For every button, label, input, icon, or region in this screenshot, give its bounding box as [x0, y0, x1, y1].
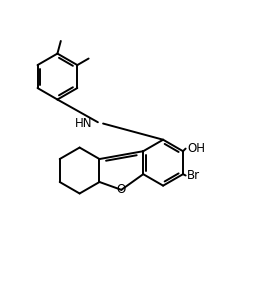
Text: OH: OH [187, 142, 205, 155]
Text: Br: Br [187, 169, 200, 182]
Text: O: O [117, 183, 126, 196]
Text: HN: HN [75, 117, 93, 130]
